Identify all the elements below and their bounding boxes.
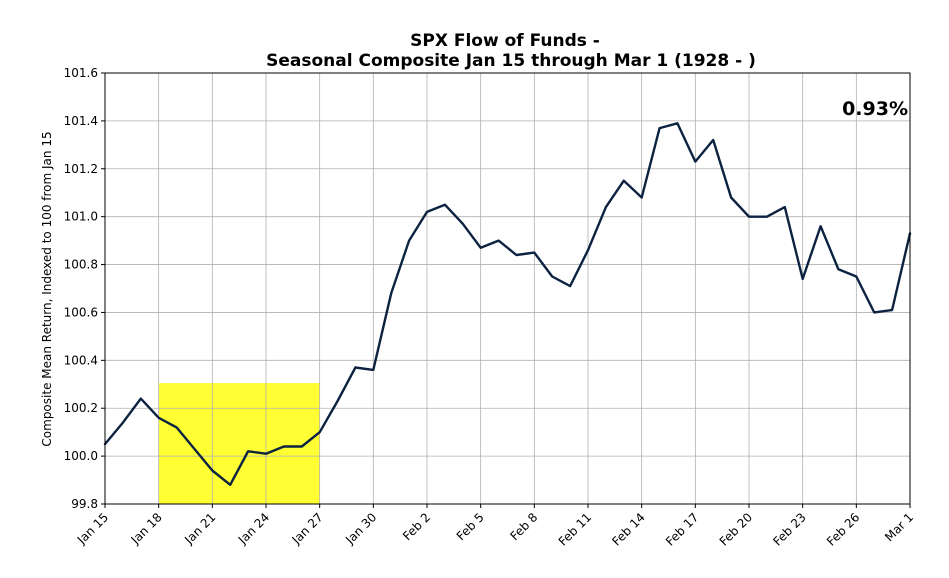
highlight-band — [158, 383, 320, 504]
y-tick-label: 99.8 — [71, 497, 98, 511]
x-tick-label: Jan 18 — [128, 510, 165, 547]
x-tick-label: Feb 20 — [717, 510, 755, 548]
change-annotation: 0.93% — [842, 98, 908, 120]
y-tick-label: 100.2 — [64, 401, 98, 415]
x-tick-label: Feb 8 — [507, 510, 540, 543]
y-tick-label: 101.0 — [64, 210, 98, 224]
y-axis-label: Composite Mean Return, Indexed to 100 fr… — [40, 131, 54, 446]
y-tick-label: 100.6 — [64, 305, 98, 319]
x-tick-label: Feb 23 — [770, 510, 808, 548]
x-tick-label: Feb 5 — [454, 510, 487, 543]
chart-subtitle: Seasonal Composite Jan 15 through Mar 1 … — [266, 51, 756, 71]
x-tick-label: Jan 27 — [289, 510, 326, 547]
x-tick-label: Jan 24 — [235, 510, 272, 547]
x-tick-label: Feb 11 — [556, 510, 594, 548]
x-tick-label: Feb 26 — [824, 510, 862, 548]
y-tick-label: 101.4 — [64, 114, 98, 128]
plot-frame — [104, 72, 911, 505]
x-tick-label: Mar 1 — [882, 510, 916, 544]
y-tick-label: 100.4 — [64, 353, 98, 367]
x-tick-label: Feb 14 — [609, 510, 647, 548]
x-tick-label: Jan 15 — [74, 510, 111, 547]
y-tick-label: 100.8 — [64, 258, 98, 272]
x-tick-label: Feb 2 — [400, 510, 433, 543]
x-tick-label: Jan 30 — [342, 510, 379, 547]
y-tick-label: 101.2 — [64, 162, 98, 176]
y-tick-label: 100.0 — [64, 449, 98, 463]
x-tick-label: Jan 21 — [181, 510, 218, 547]
chart-title: SPX Flow of Funds - — [410, 31, 600, 51]
x-tick-label: Feb 17 — [663, 510, 701, 548]
series-line — [103, 122, 912, 486]
y-tick-label: 101.6 — [64, 66, 98, 80]
plot-area — [103, 72, 912, 505]
